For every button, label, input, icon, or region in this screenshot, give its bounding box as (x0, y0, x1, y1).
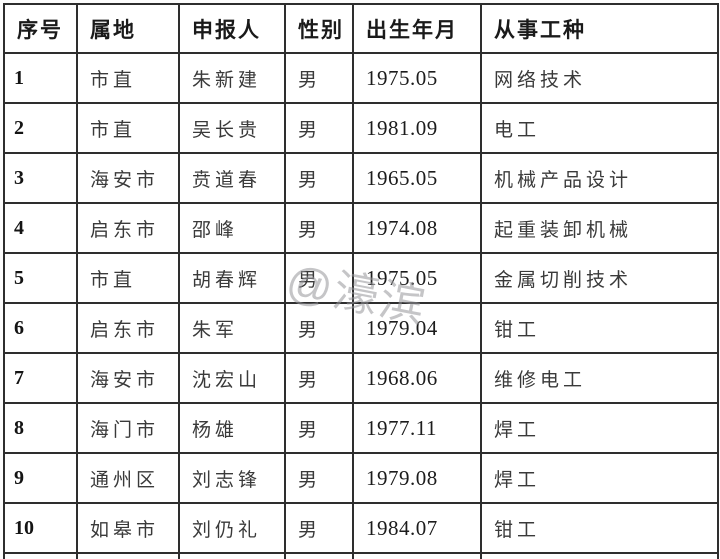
cell-index: 5 (3, 252, 78, 304)
cell-gender: 男 (284, 352, 354, 404)
cell-gender: 男 (284, 302, 354, 354)
cell-name: 杨雄 (178, 402, 286, 454)
cell-index: 7 (3, 352, 78, 404)
cell-region: 启东市 (76, 202, 180, 254)
cell-gender: 男 (284, 502, 354, 554)
cell-trade: 钳工 (480, 502, 719, 554)
cell-name (178, 552, 286, 559)
table-row: 9 通州区 刘志锋男 1979.08 焊工 (3, 452, 719, 504)
table-row: 10 如皋市 刘仍礼男 1984.07 钳工 (3, 502, 719, 554)
cell-trade: 起重装卸机械 (480, 202, 719, 254)
cell-index: 2 (3, 102, 78, 154)
cell-gender: 男 (284, 402, 354, 454)
table-row: 8 海门市 杨雄男 1977.11 焊工 (3, 402, 719, 454)
applicants-table: 序号 属地 申报人 性别 出生年月 从事工种 1 市直 朱新建男 1975.05 网络技… (3, 3, 719, 559)
table-row: 1 市直 朱新建男 1975.05 网络技术 (3, 52, 719, 104)
cell-birth: 1975.05 (352, 52, 482, 104)
cell-region: 市直 (76, 102, 180, 154)
cell-birth: 1965.05 (352, 152, 482, 204)
cell-birth: 1979.08 (352, 452, 482, 504)
cell-gender: 男 (284, 202, 354, 254)
cell-index: 8 (3, 402, 78, 454)
cell-index: 3 (3, 152, 78, 204)
cell-name: 朱军 (178, 302, 286, 354)
cell-region: 海安市 (76, 352, 180, 404)
cell-name: 胡春辉 (178, 252, 286, 304)
cell-trade: 焊工 (480, 402, 719, 454)
table-row: 7 海安市 沈宏山男 1968.06 维修电工 (3, 352, 719, 404)
cell-region (76, 552, 180, 559)
col-header-gender: 性别 (284, 3, 354, 54)
cell-region: 市直 (76, 52, 180, 104)
cell-name: 沈宏山 (178, 352, 286, 404)
table-row: 2 市直 吴长贵男 1981.09 电工 (3, 102, 719, 154)
cell-region: 海门市 (76, 402, 180, 454)
cell-region: 如皋市 (76, 502, 180, 554)
header-row: 序号 属地 申报人 性别 出生年月 从事工种 (3, 3, 719, 54)
cell-trade (480, 552, 719, 559)
col-header-trade: 从事工种 (480, 3, 719, 54)
col-header-name: 申报人 (178, 3, 286, 54)
cell-birth: 1974.08 (352, 202, 482, 254)
col-header-index: 序号 (3, 3, 78, 54)
cell-region: 市直 (76, 252, 180, 304)
col-header-region: 属地 (76, 3, 180, 54)
cell-index (3, 552, 78, 559)
cell-trade: 机械产品设计 (480, 152, 719, 204)
cell-birth: 1975.05 (352, 252, 482, 304)
table-row: 3 海安市 贲道春男 1965.05 机械产品设计 (3, 152, 719, 204)
cell-gender: 男 (284, 452, 354, 504)
cell-trade: 焊工 (480, 452, 719, 504)
col-header-birth: 出生年月 (352, 3, 482, 54)
cell-birth: 1984.07 (352, 502, 482, 554)
cell-index: 10 (3, 502, 78, 554)
table-row (3, 552, 719, 559)
cell-index: 4 (3, 202, 78, 254)
cell-index: 9 (3, 452, 78, 504)
cell-name: 刘志锋 (178, 452, 286, 504)
cell-trade: 维修电工 (480, 352, 719, 404)
cell-trade: 网络技术 (480, 52, 719, 104)
cell-trade: 电工 (480, 102, 719, 154)
cell-gender: 男 (284, 152, 354, 204)
cell-region: 海安市 (76, 152, 180, 204)
table-row: 6 启东市 朱军男 1979.04 钳工 (3, 302, 719, 354)
cell-name: 刘仍礼 (178, 502, 286, 554)
cell-birth: 1977.11 (352, 402, 482, 454)
table-row: 4 启东市 邵峰男 1974.08 起重装卸机械 (3, 202, 719, 254)
cell-region: 通州区 (76, 452, 180, 504)
cell-birth: 1981.09 (352, 102, 482, 154)
cell-region: 启东市 (76, 302, 180, 354)
table-row: 5 市直 胡春辉男 1975.05 金属切削技术 (3, 252, 719, 304)
cell-birth (352, 552, 482, 559)
cell-gender: 男 (284, 52, 354, 104)
cell-gender: 男 (284, 102, 354, 154)
cell-trade: 钳工 (480, 302, 719, 354)
cell-name: 吴长贵 (178, 102, 286, 154)
cell-gender: 男 (284, 252, 354, 304)
cell-name: 贲道春 (178, 152, 286, 204)
cell-name: 邵峰 (178, 202, 286, 254)
cell-index: 6 (3, 302, 78, 354)
cell-birth: 1968.06 (352, 352, 482, 404)
cell-index: 1 (3, 52, 78, 104)
cell-trade: 金属切削技术 (480, 252, 719, 304)
cell-name: 朱新建 (178, 52, 286, 104)
cell-gender (284, 552, 354, 559)
cell-birth: 1979.04 (352, 302, 482, 354)
